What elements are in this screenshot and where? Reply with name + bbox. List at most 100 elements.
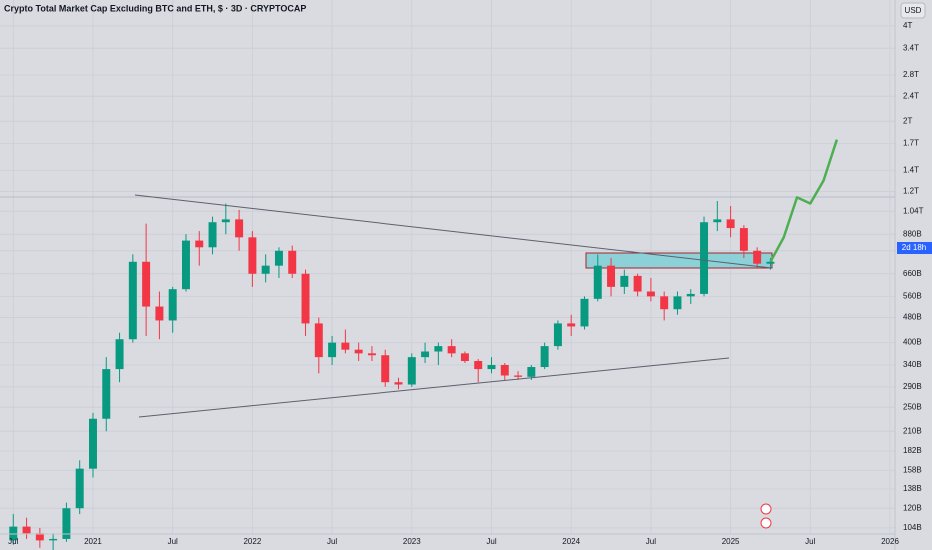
y-tick-label: 4T: [903, 21, 912, 30]
x-tick-label: 2022: [243, 537, 261, 546]
candle-body: [261, 265, 270, 274]
candle-body: [208, 222, 217, 248]
y-tick-label: 560B: [903, 291, 922, 300]
candle-body: [195, 240, 204, 248]
candle-body: [381, 355, 390, 383]
candle-body: [288, 250, 297, 274]
candle-body: [487, 364, 496, 370]
y-tick-label: 480B: [903, 313, 922, 322]
candle-body: [301, 273, 310, 324]
y-tick-label: 210B: [903, 426, 922, 435]
y-tick-label: 1.4T: [903, 165, 919, 174]
y-tick-label: 1.04T: [903, 206, 924, 215]
candles: [9, 139, 839, 550]
x-tick-label: 2023: [403, 537, 421, 546]
candle-body: [527, 367, 536, 377]
x-tick-label: 2026: [881, 537, 899, 546]
trendline: [134, 194, 773, 269]
candle-body: [168, 289, 177, 321]
candle-body: [620, 275, 629, 287]
candle-body: [434, 346, 443, 352]
candle-body: [593, 265, 602, 299]
candle-body: [274, 250, 283, 266]
x-tick-label: Jul: [646, 537, 656, 546]
currency-button[interactable]: [900, 2, 926, 19]
x-tick-label: Jul: [327, 537, 337, 546]
candle-body: [75, 468, 84, 509]
projection-line: [769, 139, 839, 263]
candle-body: [633, 275, 642, 292]
y-tick-label: 158B: [903, 466, 922, 475]
y-tick-label: 400B: [903, 338, 922, 347]
x-tick-label: 2025: [722, 537, 740, 546]
candle-body: [673, 296, 682, 310]
y-tick-label: 3.4T: [903, 43, 919, 52]
candle-body: [726, 219, 735, 229]
event-icon[interactable]: [760, 503, 772, 515]
candle-body: [607, 265, 616, 287]
candle-body: [540, 346, 549, 368]
candle-body: [753, 250, 762, 264]
y-tick-label: 880B: [903, 229, 922, 238]
y-tick-label: 2.4T: [903, 91, 919, 100]
event-icon[interactable]: [760, 517, 772, 529]
candle-body: [102, 369, 111, 419]
candle-body: [553, 323, 562, 347]
candle-body: [181, 240, 190, 290]
y-tick-label: 1.2T: [903, 187, 919, 196]
candle-body: [155, 306, 164, 321]
candle-body: [128, 261, 137, 340]
candle-body: [514, 375, 523, 377]
candle-body: [22, 526, 31, 534]
y-tick-label: 104B: [903, 523, 922, 532]
countdown: 2d 18h: [902, 243, 926, 252]
y-tick-label: 2.8T: [903, 70, 919, 79]
x-tick-label: Jul: [168, 537, 178, 546]
y-tick-label: 1.7T: [903, 139, 919, 148]
candle-body: [314, 323, 323, 358]
y-tick-label: 660B: [903, 269, 922, 278]
y-tick-label: 2T: [903, 116, 912, 125]
countdown-box: [897, 242, 932, 254]
candle-body: [500, 364, 509, 376]
candle-body: [235, 219, 244, 238]
candle-body: [35, 533, 44, 541]
candle-body: [9, 526, 18, 541]
candle-body: [354, 349, 363, 354]
candle-body: [341, 342, 350, 350]
x-tick-label: 2024: [562, 537, 580, 546]
candle-body: [62, 508, 71, 539]
candle-body: [89, 418, 97, 469]
candle-body: [460, 353, 469, 362]
candle-body: [407, 357, 416, 385]
candle-body: [739, 228, 748, 251]
candle-body: [421, 351, 430, 358]
candle-body: [686, 293, 695, 297]
y-tick-label: 182B: [903, 446, 922, 455]
candle-body: [367, 353, 376, 356]
candle-body: [142, 261, 151, 307]
x-tick-label: Jul: [805, 537, 815, 546]
candle-body: [221, 219, 230, 223]
candle-body: [328, 342, 337, 358]
x-tick-label: Jul: [486, 537, 496, 546]
x-tick-label: 2021: [84, 537, 102, 546]
candle-body: [646, 291, 655, 297]
candle-body: [660, 296, 669, 310]
y-tick-label: 340B: [903, 360, 922, 369]
x-tick-label: Jul: [8, 537, 18, 546]
chart-title: Crypto Total Market Cap Excluding BTC an…: [4, 3, 306, 13]
y-tick-label: 138B: [903, 484, 922, 493]
candle-body: [248, 237, 257, 274]
currency-label[interactable]: USD: [905, 6, 922, 15]
candle-body: [580, 298, 589, 327]
candle-body: [394, 382, 403, 385]
y-tick-label: 290B: [903, 382, 922, 391]
y-tick-label: 120B: [903, 503, 922, 512]
candle-body: [567, 323, 576, 327]
candle-body: [447, 346, 456, 354]
candle-body: [49, 538, 58, 541]
y-tick-label: 250B: [903, 402, 922, 411]
